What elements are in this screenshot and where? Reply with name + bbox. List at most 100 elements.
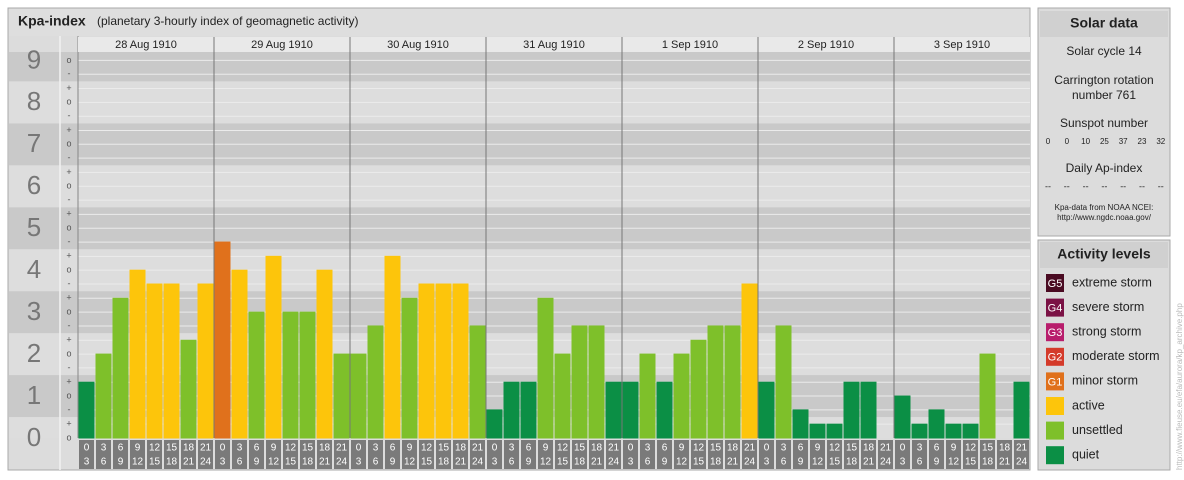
- hour-cell: [640, 440, 655, 469]
- hour-start: 15: [846, 443, 858, 454]
- hour-start: 12: [149, 443, 161, 454]
- minor-tick-label: o: [66, 223, 71, 233]
- bar: [384, 255, 401, 439]
- hour-cell: [538, 440, 553, 469]
- hour-end: 12: [540, 457, 552, 468]
- bar: [554, 353, 571, 439]
- solar-title-bar: [1040, 11, 1168, 37]
- hour-cell: [844, 440, 859, 469]
- bar: [809, 423, 826, 439]
- level-swatch: [1046, 372, 1064, 391]
- minor-tick-label: +: [66, 167, 71, 177]
- bar: [350, 353, 367, 439]
- hour-cell: [215, 440, 230, 469]
- bar: [333, 353, 350, 439]
- minor-tick-label: -: [68, 320, 71, 330]
- hour-cell: [521, 440, 536, 469]
- hour-end: 24: [472, 457, 484, 468]
- hour-start: 21: [744, 443, 756, 454]
- credit: http://www.fieuse.eu/efa/aurora/kp_archi…: [1175, 303, 1184, 470]
- hour-cell: [861, 440, 876, 469]
- hour-end: 3: [900, 457, 906, 468]
- hour-end: 12: [812, 457, 824, 468]
- source: http://www.ngdc.noaa.gov/: [1057, 213, 1152, 222]
- hour-start: 0: [220, 443, 226, 454]
- hour-end: 3: [356, 457, 362, 468]
- hour-cell: [691, 440, 706, 469]
- hour-cell: [759, 440, 774, 469]
- hour-end: 9: [798, 457, 804, 468]
- minor-tick-label: -: [68, 111, 71, 121]
- hour-end: 15: [693, 457, 705, 468]
- level-swatch: [1046, 323, 1064, 342]
- hour-end: 6: [101, 457, 107, 468]
- minor-tick-label: -: [68, 404, 71, 414]
- y-tick-label: 3: [27, 296, 41, 326]
- hour-cell: [946, 440, 961, 469]
- hour-end: 12: [404, 457, 416, 468]
- hour-end: 15: [149, 457, 161, 468]
- hour-start: 3: [101, 443, 107, 454]
- level-swatch: [1046, 347, 1064, 366]
- bar: [741, 283, 758, 439]
- bar: [112, 297, 129, 439]
- hour-end: 15: [965, 457, 977, 468]
- bar: [435, 283, 452, 439]
- hour-start: 9: [407, 443, 413, 454]
- minor-tick-label: o: [66, 390, 71, 400]
- hour-end: 9: [934, 457, 940, 468]
- hour-cell: [436, 440, 451, 469]
- hour-start: 9: [815, 443, 821, 454]
- hour-end: 6: [645, 457, 651, 468]
- y-tick-label: 9: [27, 44, 41, 74]
- hour-start: 6: [526, 443, 532, 454]
- hour-start: 18: [863, 443, 875, 454]
- bar: [469, 325, 486, 439]
- bar: [571, 325, 588, 439]
- bar: [265, 255, 282, 439]
- hour-start: 3: [781, 443, 787, 454]
- hour-start: 6: [390, 443, 396, 454]
- rotation: number 761: [1072, 88, 1136, 102]
- level-swatch: [1046, 397, 1064, 415]
- bar: [401, 297, 418, 439]
- rotation: Carrington rotation: [1054, 73, 1153, 87]
- minor-tick-label: o: [66, 181, 71, 191]
- bar: [282, 311, 299, 439]
- level-badge: G4: [1048, 303, 1063, 315]
- sunspot-number: 10: [1081, 137, 1090, 146]
- bar: [928, 409, 945, 439]
- hour-cell: [980, 440, 995, 469]
- hour-start: 6: [254, 443, 260, 454]
- hour-end: 6: [373, 457, 379, 468]
- hour-cell: [912, 440, 927, 469]
- minor-tick-label: o: [66, 307, 71, 317]
- bar: [690, 339, 707, 439]
- hour-end: 18: [574, 457, 586, 468]
- bar: [605, 381, 622, 439]
- hour-end: 12: [132, 457, 144, 468]
- hour-end: 6: [917, 457, 923, 468]
- ap-label: Daily Ap-index: [1066, 161, 1143, 175]
- hour-end: 3: [628, 457, 634, 468]
- sunspot-label: Sunspot number: [1060, 116, 1148, 130]
- bar: [418, 283, 435, 439]
- minor-tick-label: -: [68, 362, 71, 372]
- level-badge: G5: [1048, 278, 1063, 290]
- hour-start: 0: [356, 443, 362, 454]
- hour-cell: [708, 440, 723, 469]
- hour-cell: [368, 440, 383, 469]
- hour-end: 21: [591, 457, 603, 468]
- bar: [724, 325, 741, 439]
- hour-end: 6: [509, 457, 515, 468]
- hour-start: 15: [302, 443, 314, 454]
- hour-cell: [249, 440, 264, 469]
- minor-tick-label: o: [66, 348, 71, 358]
- hour-end: 21: [727, 457, 739, 468]
- y-tick-label: 6: [27, 170, 41, 200]
- hour-cell: [606, 440, 621, 469]
- y-tick-label: 0: [27, 422, 41, 452]
- hour-cell: [810, 440, 825, 469]
- bar: [214, 241, 231, 439]
- hour-cell: [181, 440, 196, 469]
